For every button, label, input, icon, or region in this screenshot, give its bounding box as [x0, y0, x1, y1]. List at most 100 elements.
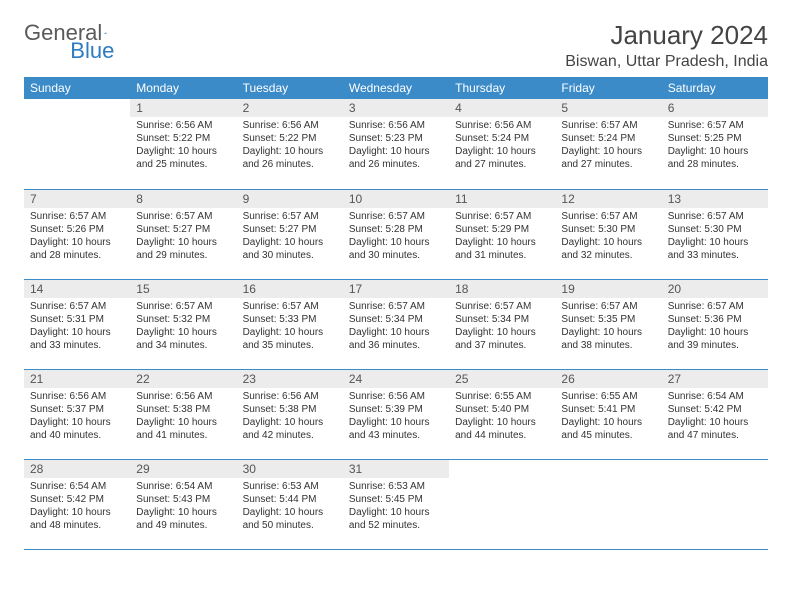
- sunrise-line: Sunrise: 6:57 AM: [243, 300, 337, 313]
- sunrise-line: Sunrise: 6:57 AM: [455, 210, 549, 223]
- calendar-cell: 5Sunrise: 6:57 AMSunset: 5:24 PMDaylight…: [555, 99, 661, 189]
- day-number: 12: [555, 190, 661, 208]
- daylight-line: Daylight: 10 hours and 26 minutes.: [243, 145, 337, 171]
- daylight-line: Daylight: 10 hours and 39 minutes.: [668, 326, 762, 352]
- day-details: Sunrise: 6:57 AMSunset: 5:24 PMDaylight:…: [555, 117, 661, 175]
- day-details: Sunrise: 6:56 AMSunset: 5:22 PMDaylight:…: [237, 117, 343, 175]
- daylight-line: Daylight: 10 hours and 27 minutes.: [561, 145, 655, 171]
- day-number: 26: [555, 370, 661, 388]
- calendar-cell: 4Sunrise: 6:56 AMSunset: 5:24 PMDaylight…: [449, 99, 555, 189]
- sunrise-line: Sunrise: 6:55 AM: [455, 390, 549, 403]
- day-number: 19: [555, 280, 661, 298]
- daylight-line: Daylight: 10 hours and 27 minutes.: [455, 145, 549, 171]
- day-details: Sunrise: 6:57 AMSunset: 5:27 PMDaylight:…: [130, 208, 236, 266]
- daylight-line: Daylight: 10 hours and 28 minutes.: [30, 236, 124, 262]
- daylight-line: Daylight: 10 hours and 52 minutes.: [349, 506, 443, 532]
- daylight-line: Daylight: 10 hours and 47 minutes.: [668, 416, 762, 442]
- day-number: 11: [449, 190, 555, 208]
- daylight-line: Daylight: 10 hours and 28 minutes.: [668, 145, 762, 171]
- daylight-line: Daylight: 10 hours and 48 minutes.: [30, 506, 124, 532]
- calendar-cell: 13Sunrise: 6:57 AMSunset: 5:30 PMDayligh…: [662, 189, 768, 279]
- sunset-line: Sunset: 5:42 PM: [668, 403, 762, 416]
- day-details: Sunrise: 6:57 AMSunset: 5:35 PMDaylight:…: [555, 298, 661, 356]
- day-details: Sunrise: 6:54 AMSunset: 5:42 PMDaylight:…: [24, 478, 130, 536]
- daylight-line: Daylight: 10 hours and 50 minutes.: [243, 506, 337, 532]
- logo: General Blue: [24, 20, 174, 46]
- daylight-line: Daylight: 10 hours and 26 minutes.: [349, 145, 443, 171]
- daylight-line: Daylight: 10 hours and 33 minutes.: [668, 236, 762, 262]
- sunset-line: Sunset: 5:38 PM: [243, 403, 337, 416]
- calendar-cell: 23Sunrise: 6:56 AMSunset: 5:38 PMDayligh…: [237, 369, 343, 459]
- sunset-line: Sunset: 5:34 PM: [455, 313, 549, 326]
- sunset-line: Sunset: 5:40 PM: [455, 403, 549, 416]
- calendar-cell: 1Sunrise: 6:56 AMSunset: 5:22 PMDaylight…: [130, 99, 236, 189]
- sunset-line: Sunset: 5:37 PM: [30, 403, 124, 416]
- day-number: 3: [343, 99, 449, 117]
- sunrise-line: Sunrise: 6:56 AM: [243, 390, 337, 403]
- sunrise-line: Sunrise: 6:53 AM: [349, 480, 443, 493]
- calendar-cell: 8Sunrise: 6:57 AMSunset: 5:27 PMDaylight…: [130, 189, 236, 279]
- day-number: 10: [343, 190, 449, 208]
- sunrise-line: Sunrise: 6:56 AM: [243, 119, 337, 132]
- day-number: 25: [449, 370, 555, 388]
- logo-text-blue: Blue: [70, 38, 114, 64]
- sunrise-line: Sunrise: 6:54 AM: [136, 480, 230, 493]
- dayname-header: Monday: [130, 77, 236, 99]
- calendar-cell: 17Sunrise: 6:57 AMSunset: 5:34 PMDayligh…: [343, 279, 449, 369]
- sunrise-line: Sunrise: 6:57 AM: [349, 300, 443, 313]
- sunset-line: Sunset: 5:24 PM: [455, 132, 549, 145]
- day-details: Sunrise: 6:55 AMSunset: 5:40 PMDaylight:…: [449, 388, 555, 446]
- calendar-week: 21Sunrise: 6:56 AMSunset: 5:37 PMDayligh…: [24, 369, 768, 459]
- day-details: Sunrise: 6:57 AMSunset: 5:34 PMDaylight:…: [343, 298, 449, 356]
- sunset-line: Sunset: 5:38 PM: [136, 403, 230, 416]
- day-number: 14: [24, 280, 130, 298]
- day-details: Sunrise: 6:57 AMSunset: 5:34 PMDaylight:…: [449, 298, 555, 356]
- day-number: 28: [24, 460, 130, 478]
- calendar-cell: [662, 459, 768, 549]
- daylight-line: Daylight: 10 hours and 32 minutes.: [561, 236, 655, 262]
- sunset-line: Sunset: 5:43 PM: [136, 493, 230, 506]
- sunrise-line: Sunrise: 6:56 AM: [349, 119, 443, 132]
- day-details: Sunrise: 6:57 AMSunset: 5:28 PMDaylight:…: [343, 208, 449, 266]
- day-number: 20: [662, 280, 768, 298]
- sunrise-line: Sunrise: 6:57 AM: [561, 300, 655, 313]
- daylight-line: Daylight: 10 hours and 43 minutes.: [349, 416, 443, 442]
- day-number: 7: [24, 190, 130, 208]
- sunrise-line: Sunrise: 6:56 AM: [349, 390, 443, 403]
- sunrise-line: Sunrise: 6:54 AM: [30, 480, 124, 493]
- sunrise-line: Sunrise: 6:56 AM: [136, 390, 230, 403]
- calendar-cell: 22Sunrise: 6:56 AMSunset: 5:38 PMDayligh…: [130, 369, 236, 459]
- calendar-cell: 14Sunrise: 6:57 AMSunset: 5:31 PMDayligh…: [24, 279, 130, 369]
- daylight-line: Daylight: 10 hours and 25 minutes.: [136, 145, 230, 171]
- calendar-cell: 25Sunrise: 6:55 AMSunset: 5:40 PMDayligh…: [449, 369, 555, 459]
- day-number: 5: [555, 99, 661, 117]
- day-details: Sunrise: 6:54 AMSunset: 5:42 PMDaylight:…: [662, 388, 768, 446]
- sunset-line: Sunset: 5:27 PM: [243, 223, 337, 236]
- daylight-line: Daylight: 10 hours and 49 minutes.: [136, 506, 230, 532]
- daylight-line: Daylight: 10 hours and 45 minutes.: [561, 416, 655, 442]
- day-number: 18: [449, 280, 555, 298]
- calendar-cell: 31Sunrise: 6:53 AMSunset: 5:45 PMDayligh…: [343, 459, 449, 549]
- calendar-week: 1Sunrise: 6:56 AMSunset: 5:22 PMDaylight…: [24, 99, 768, 189]
- day-details: Sunrise: 6:57 AMSunset: 5:30 PMDaylight:…: [555, 208, 661, 266]
- day-number: 6: [662, 99, 768, 117]
- sunrise-line: Sunrise: 6:57 AM: [136, 300, 230, 313]
- sunset-line: Sunset: 5:34 PM: [349, 313, 443, 326]
- calendar-cell: 29Sunrise: 6:54 AMSunset: 5:43 PMDayligh…: [130, 459, 236, 549]
- day-number: 15: [130, 280, 236, 298]
- daylight-line: Daylight: 10 hours and 30 minutes.: [243, 236, 337, 262]
- day-details: Sunrise: 6:57 AMSunset: 5:26 PMDaylight:…: [24, 208, 130, 266]
- sunset-line: Sunset: 5:22 PM: [243, 132, 337, 145]
- dayname-header: Saturday: [662, 77, 768, 99]
- calendar-cell: 6Sunrise: 6:57 AMSunset: 5:25 PMDaylight…: [662, 99, 768, 189]
- location: Biswan, Uttar Pradesh, India: [565, 53, 768, 71]
- dayname-header: Sunday: [24, 77, 130, 99]
- sunset-line: Sunset: 5:36 PM: [668, 313, 762, 326]
- day-number: 31: [343, 460, 449, 478]
- calendar-cell: 11Sunrise: 6:57 AMSunset: 5:29 PMDayligh…: [449, 189, 555, 279]
- calendar-cell: 3Sunrise: 6:56 AMSunset: 5:23 PMDaylight…: [343, 99, 449, 189]
- day-number: 2: [237, 99, 343, 117]
- day-details: Sunrise: 6:54 AMSunset: 5:43 PMDaylight:…: [130, 478, 236, 536]
- calendar-week: 7Sunrise: 6:57 AMSunset: 5:26 PMDaylight…: [24, 189, 768, 279]
- day-number: 22: [130, 370, 236, 388]
